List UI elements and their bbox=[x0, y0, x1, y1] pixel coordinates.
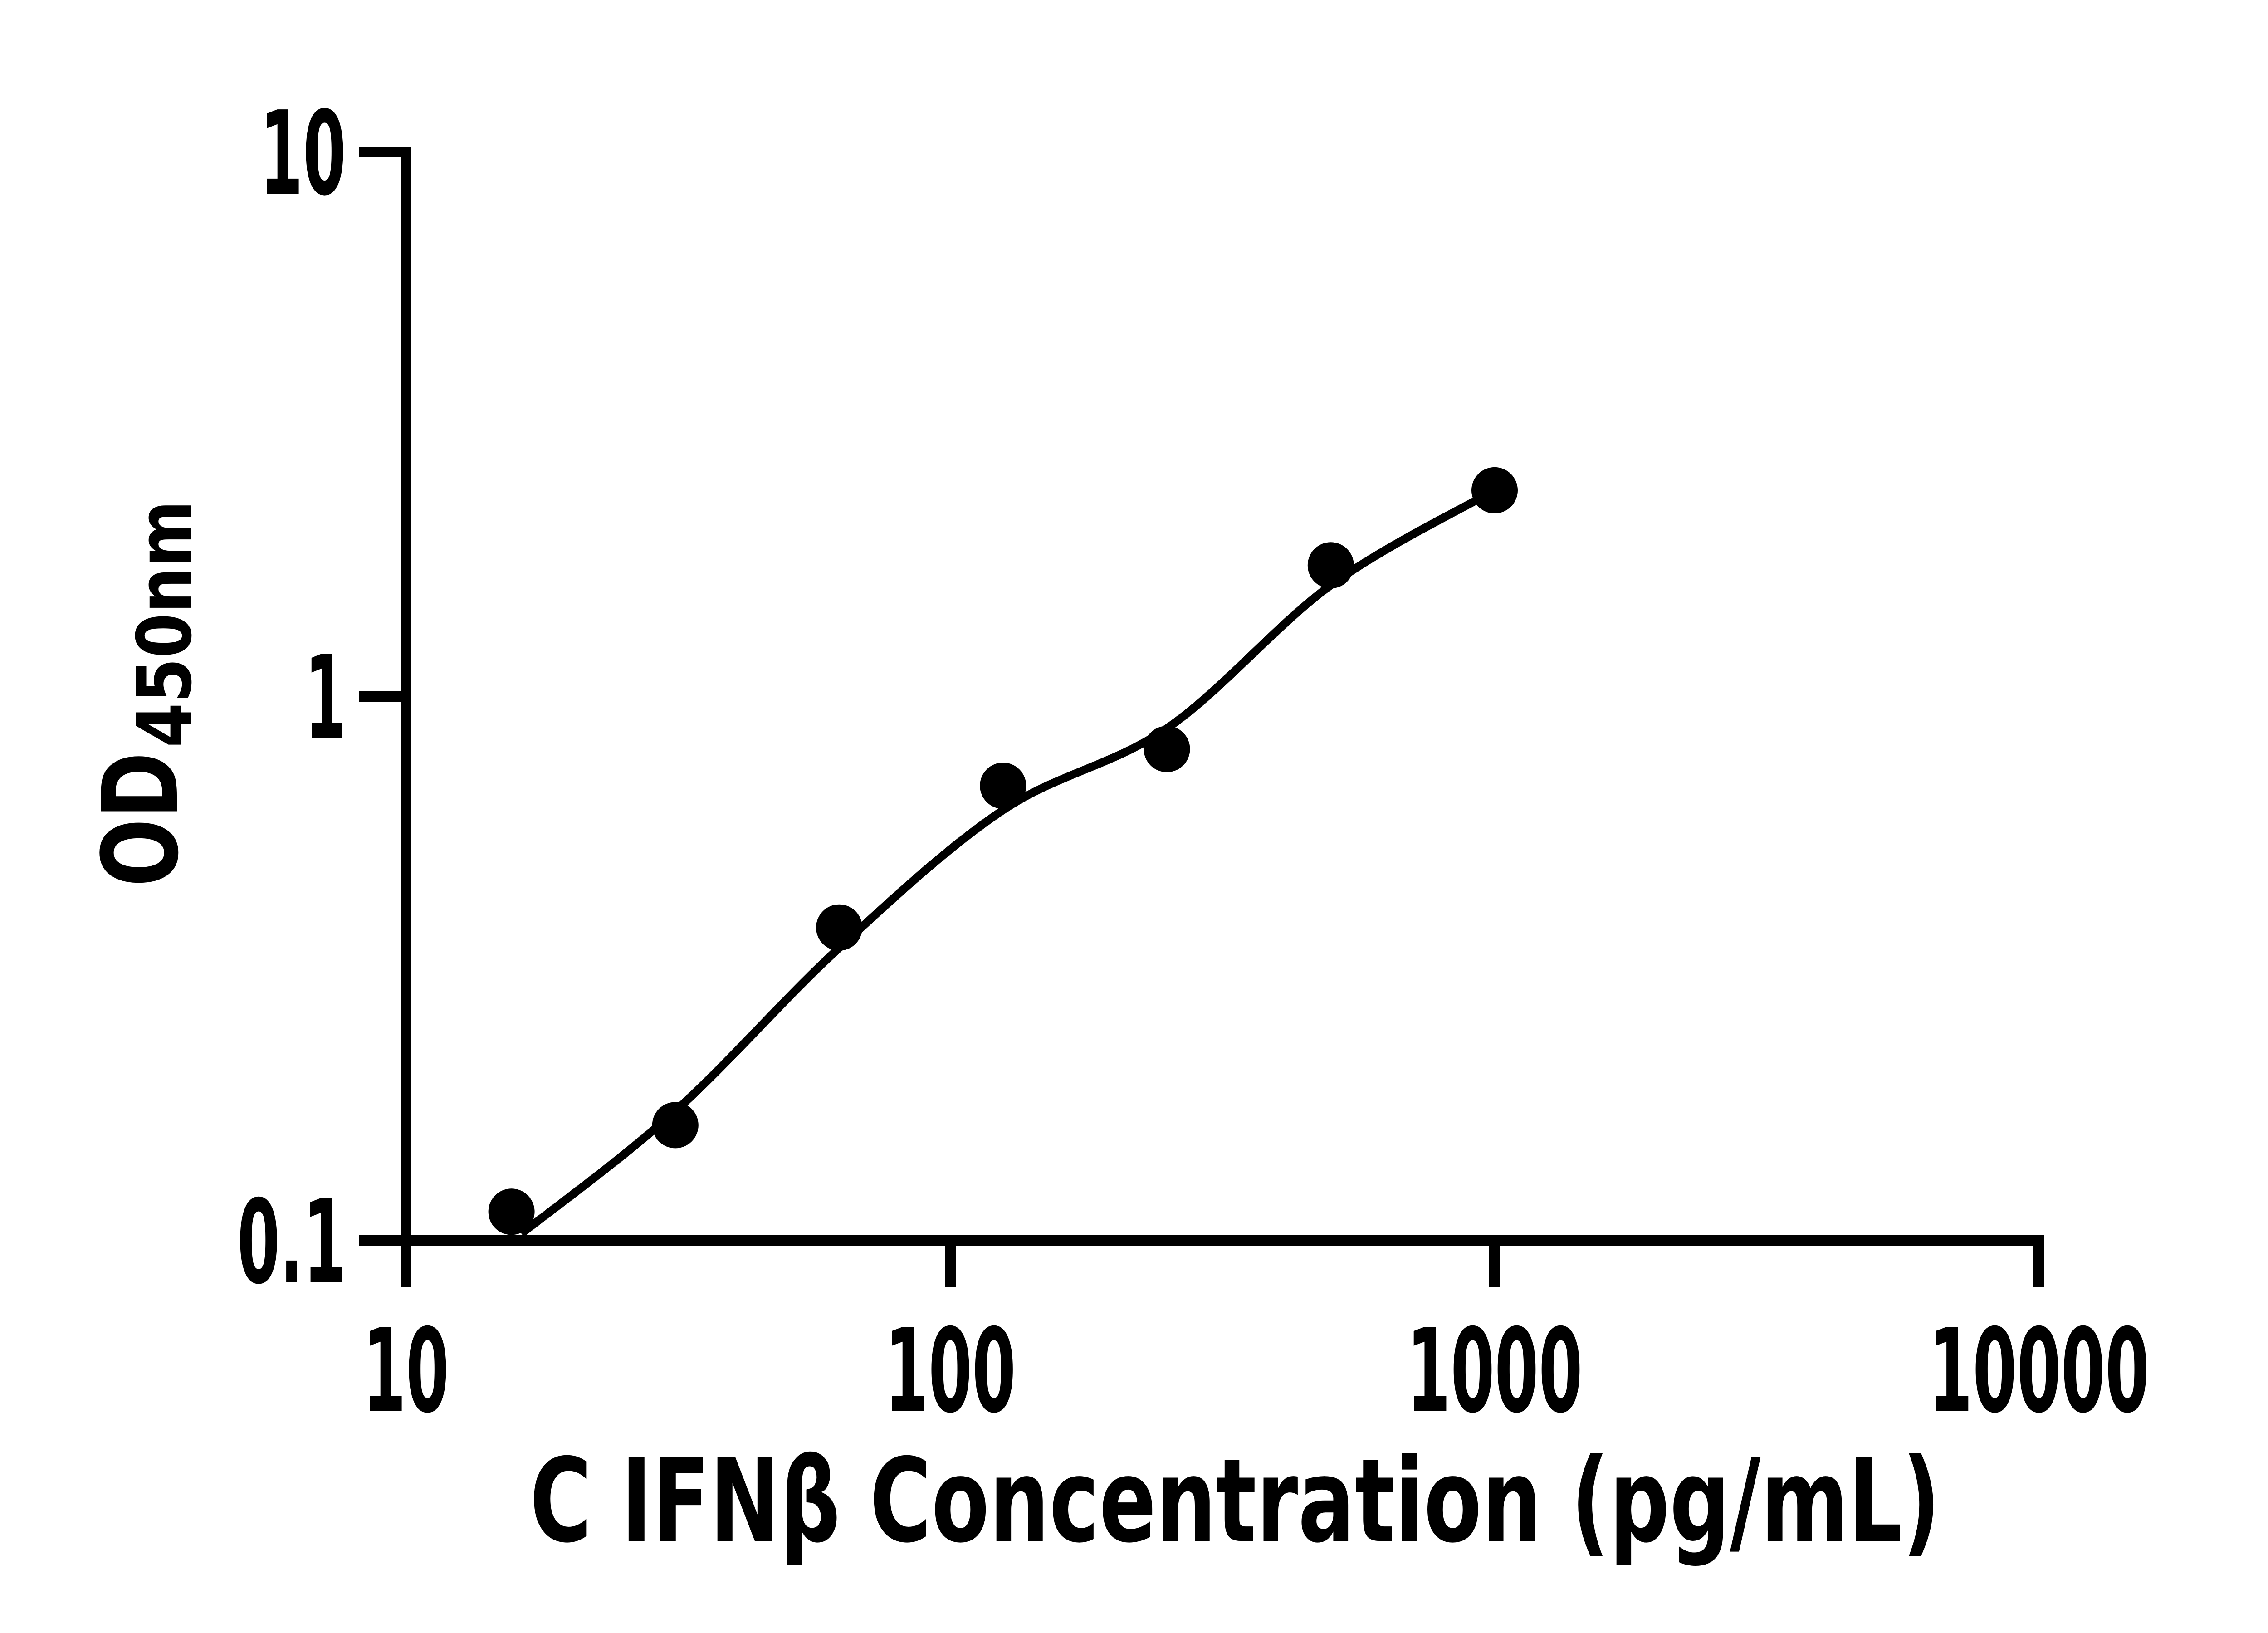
data-point bbox=[1144, 726, 1190, 772]
data-point bbox=[816, 904, 863, 951]
data-point bbox=[488, 1188, 535, 1235]
x-tick-label: 10000 bbox=[1929, 1304, 2150, 1439]
y-tick-label: 1 bbox=[305, 631, 346, 766]
data-point bbox=[652, 1102, 699, 1149]
data-points-layer bbox=[488, 467, 1518, 1235]
data-point bbox=[1471, 467, 1518, 513]
x-tick-label: 100 bbox=[885, 1304, 1016, 1439]
x-tick-label: 10 bbox=[363, 1304, 449, 1439]
x-tick-label: 1000 bbox=[1407, 1304, 1583, 1439]
x-axis-title: C IFNβ Concentration (pg/mL) bbox=[530, 1434, 1941, 1569]
y-axis-title: OD 450nm bbox=[81, 500, 208, 887]
data-point bbox=[1307, 542, 1354, 589]
y-tick-label: 10 bbox=[260, 87, 346, 221]
y-axis-title-main: OD bbox=[81, 752, 202, 887]
axes-layer: 10 100 1000 10000 0.1 1 10 bbox=[237, 87, 2150, 1439]
y-tick-label: 0.1 bbox=[237, 1175, 346, 1310]
data-point bbox=[980, 763, 1026, 809]
y-axis-title-subscript: 450nm bbox=[121, 500, 208, 748]
